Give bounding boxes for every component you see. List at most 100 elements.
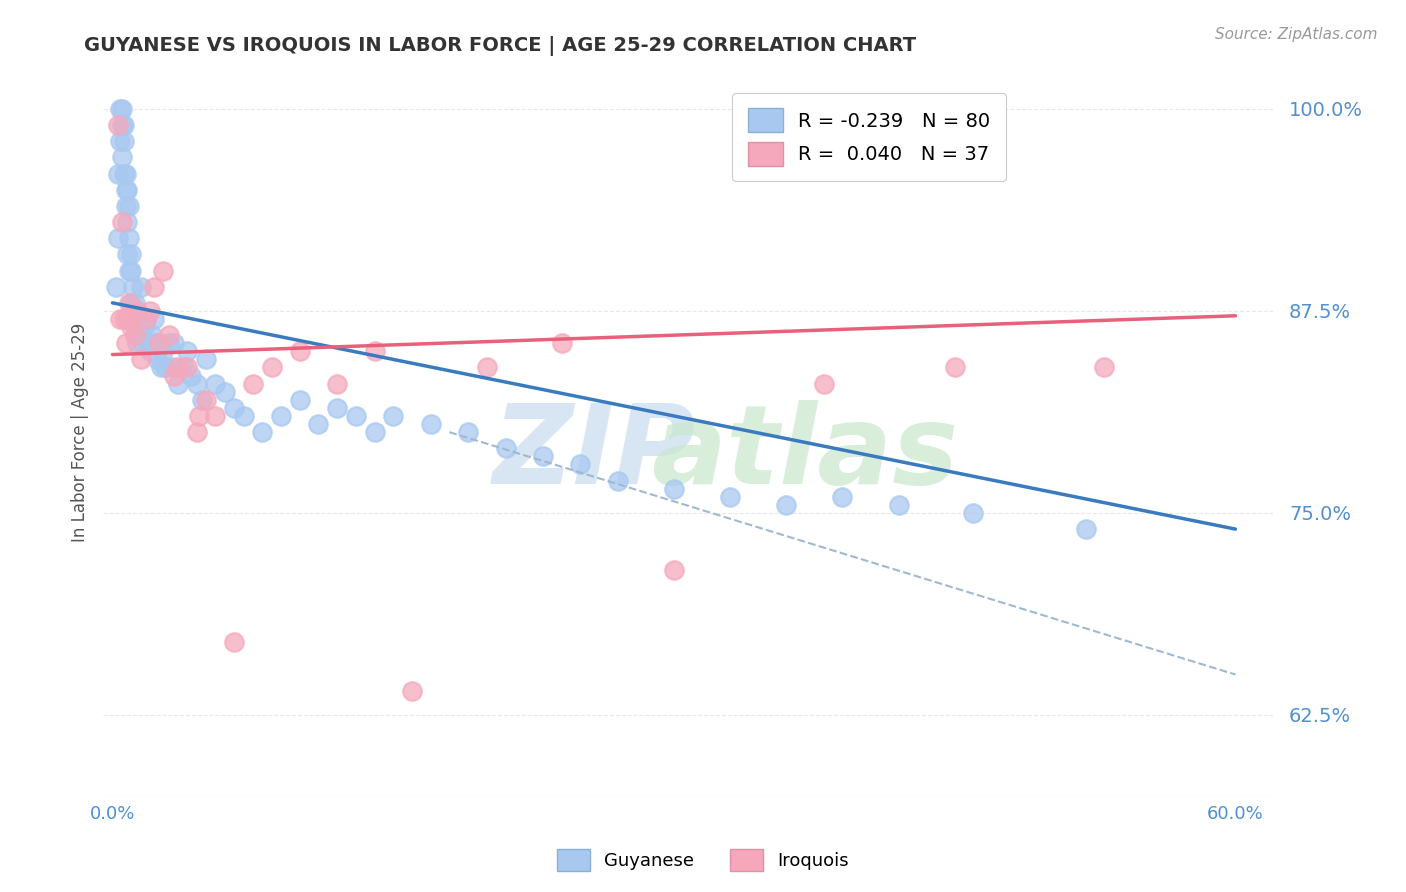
Point	[1094, 360, 1116, 375]
Point	[111, 102, 134, 116]
Point	[288, 344, 311, 359]
Y-axis label: In Labor Force | Age 25-29: In Labor Force | Age 25-29	[72, 323, 89, 541]
Point	[962, 506, 984, 520]
Point	[112, 134, 135, 148]
Point	[232, 409, 254, 423]
Point	[117, 183, 139, 197]
Point	[153, 360, 176, 375]
Point	[180, 368, 202, 383]
Point	[129, 352, 152, 367]
Point	[831, 490, 853, 504]
Point	[382, 409, 405, 423]
Point	[148, 336, 170, 351]
Point	[129, 328, 152, 343]
Point	[131, 336, 153, 351]
Point	[157, 328, 180, 343]
Point	[224, 401, 246, 415]
Point	[139, 304, 162, 318]
Point	[135, 312, 157, 326]
Point	[606, 474, 628, 488]
Point	[111, 150, 134, 164]
Point	[114, 199, 136, 213]
Text: Source: ZipAtlas.com: Source: ZipAtlas.com	[1215, 27, 1378, 42]
Point	[187, 409, 209, 423]
Point	[150, 360, 173, 375]
Point	[363, 425, 385, 439]
Point	[214, 384, 236, 399]
Point	[125, 304, 148, 318]
Point	[135, 312, 157, 326]
Point	[117, 215, 139, 229]
Point	[125, 336, 148, 351]
Point	[662, 562, 685, 576]
Point	[326, 401, 349, 415]
Point	[176, 360, 198, 375]
Point	[118, 231, 141, 245]
Legend: R = -0.239   N = 80, R =  0.040   N = 37: R = -0.239 N = 80, R = 0.040 N = 37	[733, 93, 1005, 181]
Point	[163, 336, 186, 351]
Point	[108, 134, 131, 148]
Point	[142, 279, 165, 293]
Point	[139, 344, 162, 359]
Point	[887, 498, 910, 512]
Point	[111, 118, 134, 132]
Point	[152, 344, 174, 359]
Point	[186, 425, 208, 439]
Point	[114, 183, 136, 197]
Point	[117, 312, 139, 326]
Point	[162, 360, 184, 375]
Point	[224, 635, 246, 649]
Point	[195, 352, 218, 367]
Point	[242, 376, 264, 391]
Point	[124, 328, 146, 343]
Point	[117, 247, 139, 261]
Point	[531, 450, 554, 464]
Point	[152, 263, 174, 277]
Point	[363, 344, 385, 359]
Point	[122, 279, 145, 293]
Point	[111, 215, 134, 229]
Point	[107, 118, 129, 132]
Point	[204, 409, 226, 423]
Point	[288, 392, 311, 407]
Point	[401, 683, 423, 698]
Point	[475, 360, 498, 375]
Text: ZIP: ZIP	[492, 401, 696, 508]
Point	[125, 304, 148, 318]
Point	[122, 312, 145, 326]
Point	[141, 328, 163, 343]
Point	[120, 247, 142, 261]
Point	[195, 392, 218, 407]
Point	[112, 167, 135, 181]
Point	[112, 118, 135, 132]
Point	[114, 336, 136, 351]
Text: GUYANESE VS IROQUOIS IN LABOR FORCE | AGE 25-29 CORRELATION CHART: GUYANESE VS IROQUOIS IN LABOR FORCE | AG…	[84, 36, 917, 55]
Point	[173, 360, 195, 375]
Point	[569, 458, 592, 472]
Point	[145, 336, 167, 351]
Point	[146, 352, 169, 367]
Point	[120, 263, 142, 277]
Point	[124, 296, 146, 310]
Point	[129, 279, 152, 293]
Point	[128, 312, 150, 326]
Point	[550, 336, 572, 351]
Point	[157, 336, 180, 351]
Point	[419, 417, 441, 431]
Point	[250, 425, 273, 439]
Point	[108, 102, 131, 116]
Point	[108, 312, 131, 326]
Point	[457, 425, 479, 439]
Point	[775, 498, 797, 512]
Point	[118, 199, 141, 213]
Point	[120, 296, 142, 310]
Point	[167, 360, 190, 375]
Point	[114, 167, 136, 181]
Point	[120, 320, 142, 334]
Point	[118, 296, 141, 310]
Point	[124, 328, 146, 343]
Point	[326, 376, 349, 391]
Point	[260, 360, 283, 375]
Point	[191, 392, 214, 407]
Point	[167, 376, 190, 391]
